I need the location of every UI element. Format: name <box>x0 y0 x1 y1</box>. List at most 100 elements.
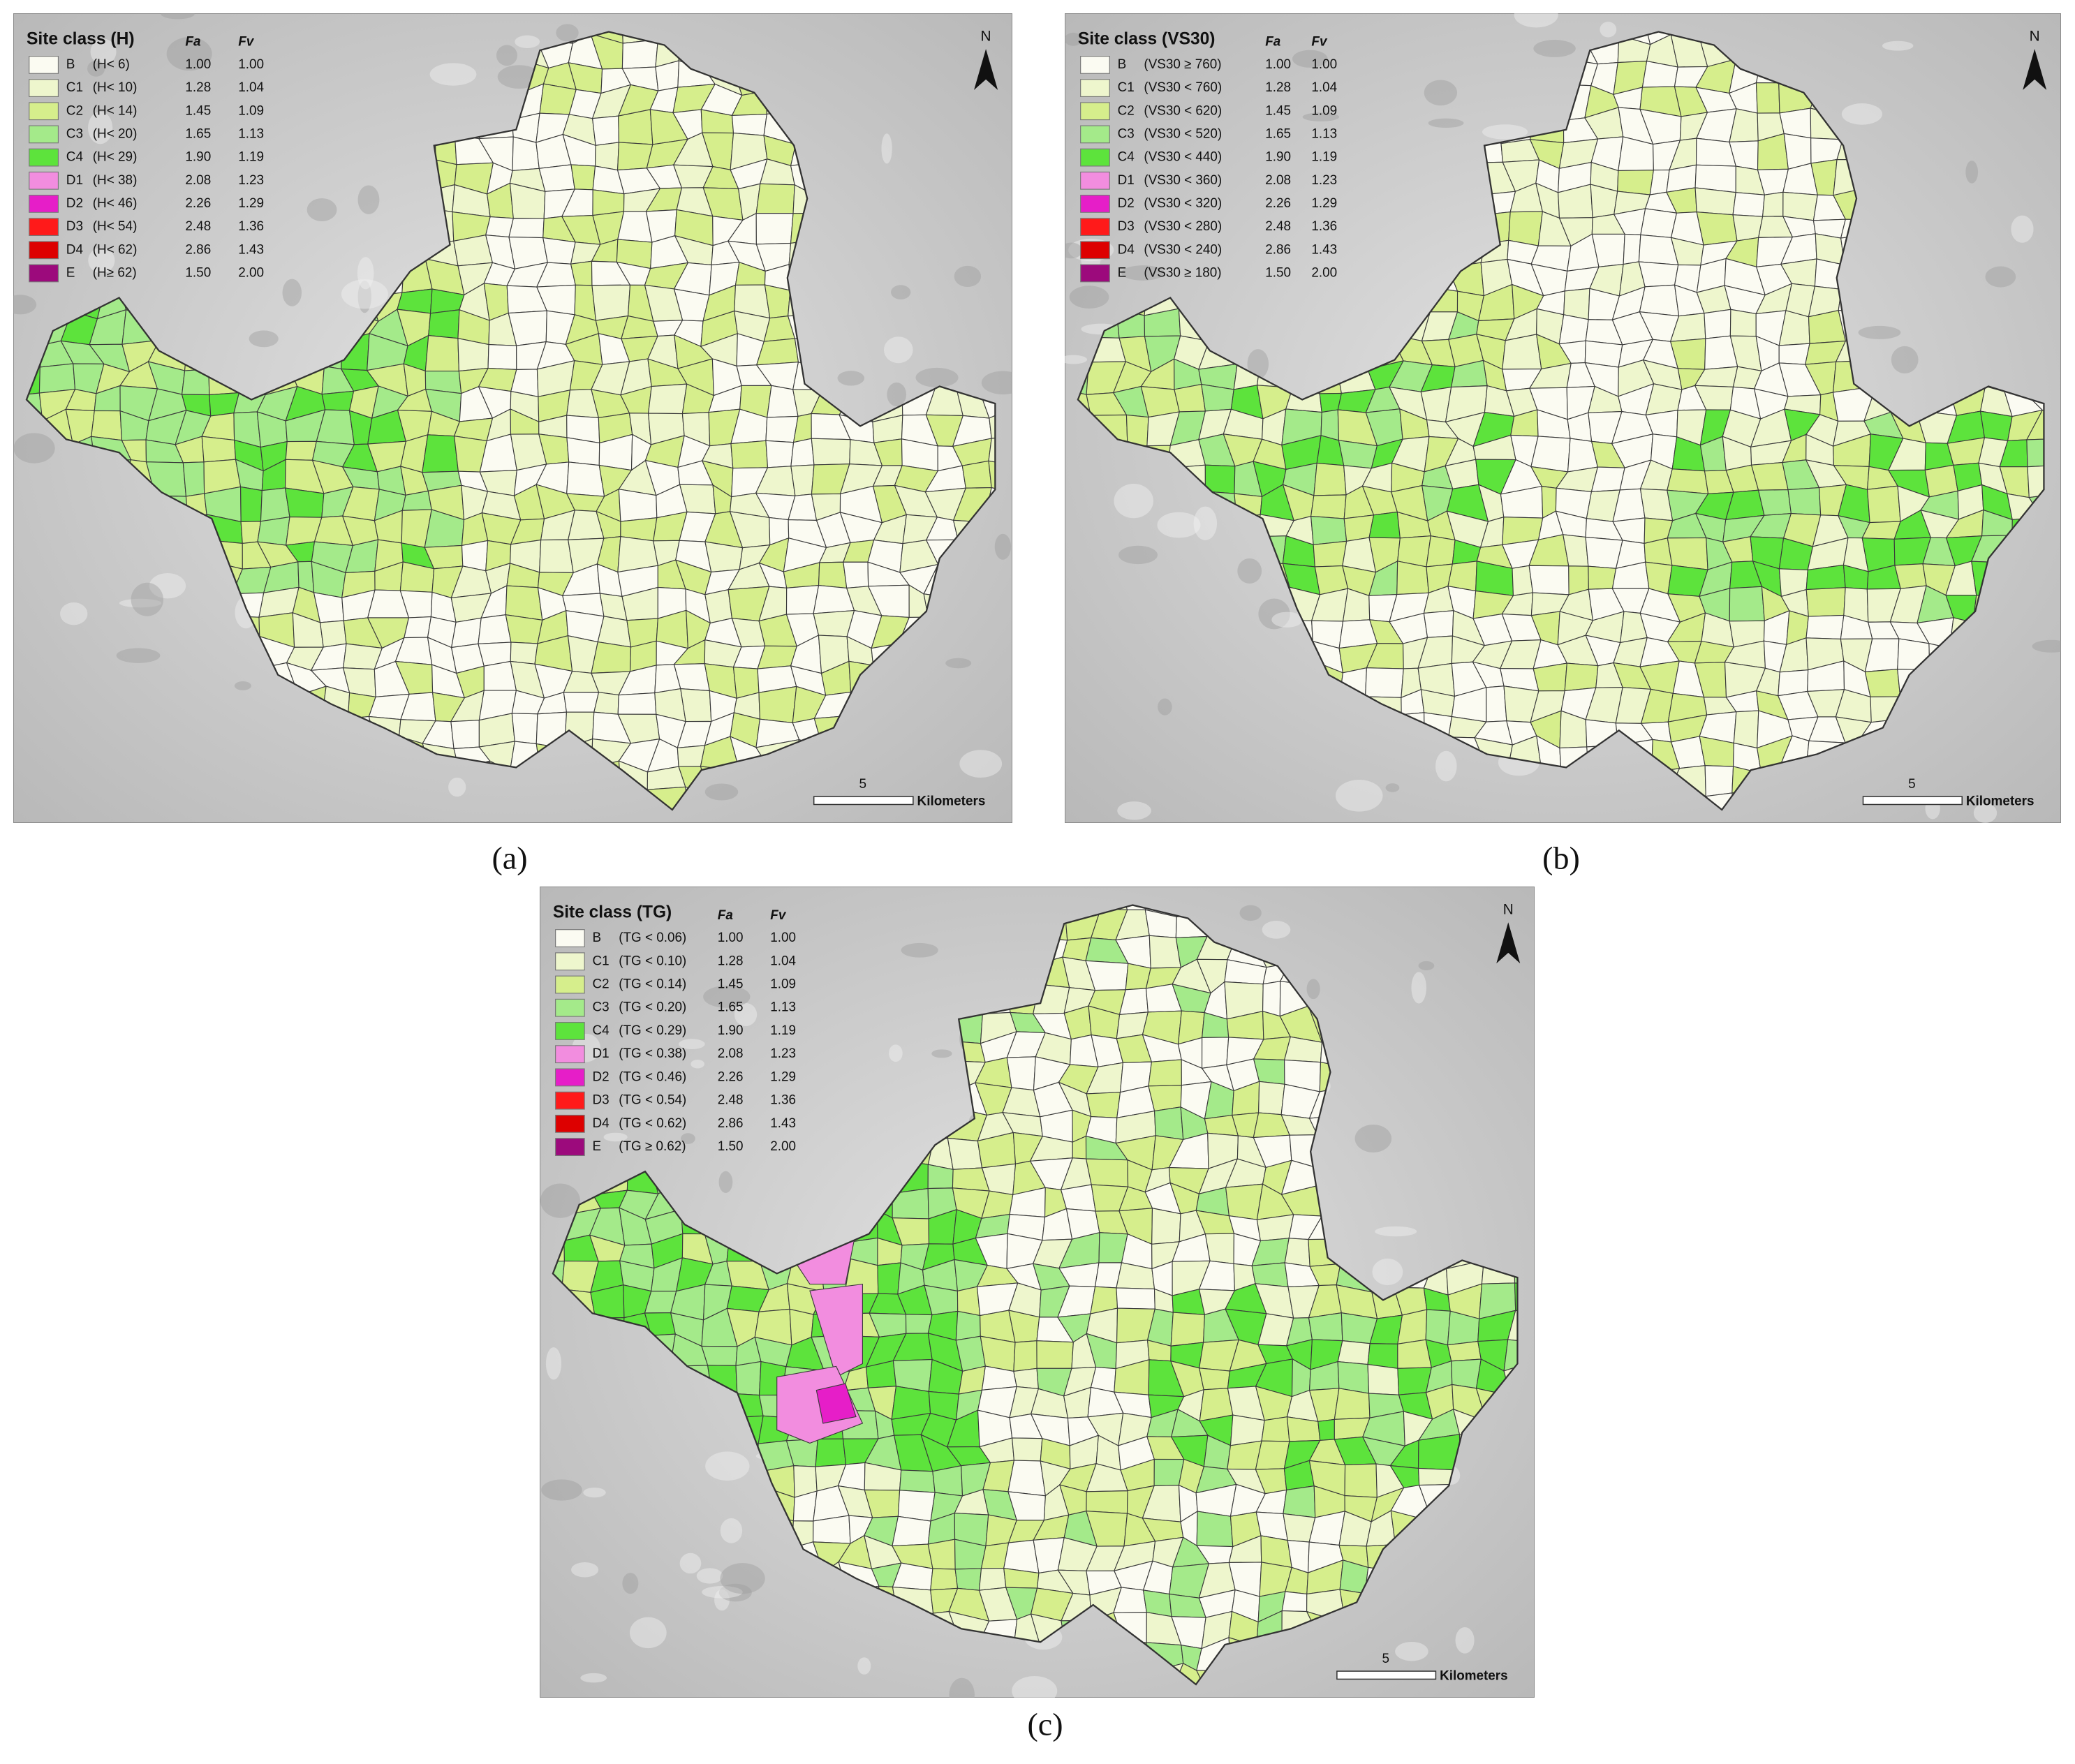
terrain <box>234 681 251 690</box>
terrain <box>1354 1125 1392 1152</box>
terrain <box>1428 118 1464 128</box>
legend-class: E <box>66 265 75 280</box>
terrain <box>1247 349 1269 379</box>
district <box>730 440 769 469</box>
district <box>2060 746 2075 764</box>
district <box>478 614 512 644</box>
terrain <box>1375 1226 1417 1237</box>
district <box>1532 1240 1570 1270</box>
legend-class: C2 <box>66 103 83 118</box>
north-arrow <box>2023 49 2047 90</box>
terrain <box>718 1171 733 1193</box>
district <box>1007 766 1041 797</box>
district <box>1588 565 1617 590</box>
panel-label: (a) <box>492 840 527 876</box>
legend-class: C4 <box>66 150 83 165</box>
terrain <box>720 1563 765 1594</box>
district <box>1778 343 1810 365</box>
terrain <box>1435 750 1457 782</box>
legend-fv: 1.29 <box>1311 196 1337 211</box>
district <box>1310 515 1347 545</box>
district <box>1007 1460 1047 1497</box>
district <box>2025 409 2044 440</box>
district <box>1729 309 1757 337</box>
district <box>508 218 545 239</box>
district <box>731 113 767 136</box>
terrain <box>2011 215 2034 243</box>
legend-swatch <box>1080 195 1110 213</box>
terrain <box>901 942 938 958</box>
legend-condition: (H< 14) <box>93 103 138 118</box>
district <box>1283 1485 1316 1518</box>
legend-fv: 1.36 <box>770 1093 796 1108</box>
district <box>1532 1409 1566 1443</box>
scale-value: 5 <box>1908 777 1916 792</box>
district <box>1009 437 1047 466</box>
district <box>790 438 815 467</box>
terrain <box>119 598 162 608</box>
district <box>1704 765 1734 797</box>
district <box>843 561 869 589</box>
legend-condition: (H< 6) <box>93 57 130 72</box>
district <box>1008 187 1043 215</box>
district <box>755 212 794 245</box>
district <box>765 415 799 443</box>
legend-fa: 1.28 <box>185 80 211 95</box>
district <box>988 460 996 493</box>
district <box>961 460 992 489</box>
scale-value: 5 <box>859 777 867 792</box>
legend-fa: 2.26 <box>718 1069 744 1084</box>
district <box>735 1361 762 1396</box>
legend-swatch <box>29 171 59 190</box>
terrain <box>1114 484 1153 519</box>
district <box>591 115 619 146</box>
district <box>2060 464 2075 494</box>
district <box>1755 82 1780 114</box>
district <box>1170 1312 1205 1347</box>
legend-fa: 1.45 <box>718 977 744 991</box>
district <box>1750 461 1789 491</box>
legend-swatch <box>1080 102 1110 121</box>
city-boundary <box>1077 31 2045 811</box>
district <box>591 641 632 674</box>
legend-fa: 1.00 <box>718 931 744 945</box>
legend-condition: (TG < 0.20) <box>619 1000 686 1015</box>
legend-fv: 1.19 <box>238 150 264 165</box>
district <box>1537 1266 1570 1288</box>
district <box>818 561 848 589</box>
district <box>930 1568 959 1591</box>
terrain <box>629 1617 667 1649</box>
district <box>1142 1696 1171 1719</box>
district <box>1013 1368 1039 1390</box>
district <box>1623 233 1641 265</box>
district <box>897 1490 936 1522</box>
legend-fv: 1.19 <box>1311 150 1337 165</box>
district <box>978 1567 1007 1591</box>
district <box>1367 1363 1400 1395</box>
terrain <box>1372 1258 1403 1286</box>
district <box>947 1137 983 1170</box>
terrain <box>1482 124 1528 140</box>
district <box>1008 90 1044 117</box>
terrain <box>696 1568 723 1584</box>
district <box>1008 693 1049 720</box>
terrain <box>1395 1641 1428 1661</box>
district <box>91 410 122 441</box>
legend-fv: 1.23 <box>238 173 264 188</box>
legend-fv: 2.00 <box>1311 265 1337 280</box>
legend-fv: 1.29 <box>770 1069 796 1084</box>
district <box>505 585 543 621</box>
legend-class: C4 <box>592 1023 609 1038</box>
district <box>1667 468 1709 494</box>
district <box>1008 163 1039 193</box>
terrain <box>959 750 1003 778</box>
district <box>1012 563 1043 597</box>
legend-swatch <box>555 929 585 947</box>
district <box>1639 284 1680 317</box>
legend-fv: 1.09 <box>770 977 796 991</box>
district <box>593 691 619 715</box>
legend-swatch <box>29 241 59 260</box>
district <box>1148 1059 1182 1087</box>
legend-condition: (TG < 0.14) <box>619 977 686 991</box>
